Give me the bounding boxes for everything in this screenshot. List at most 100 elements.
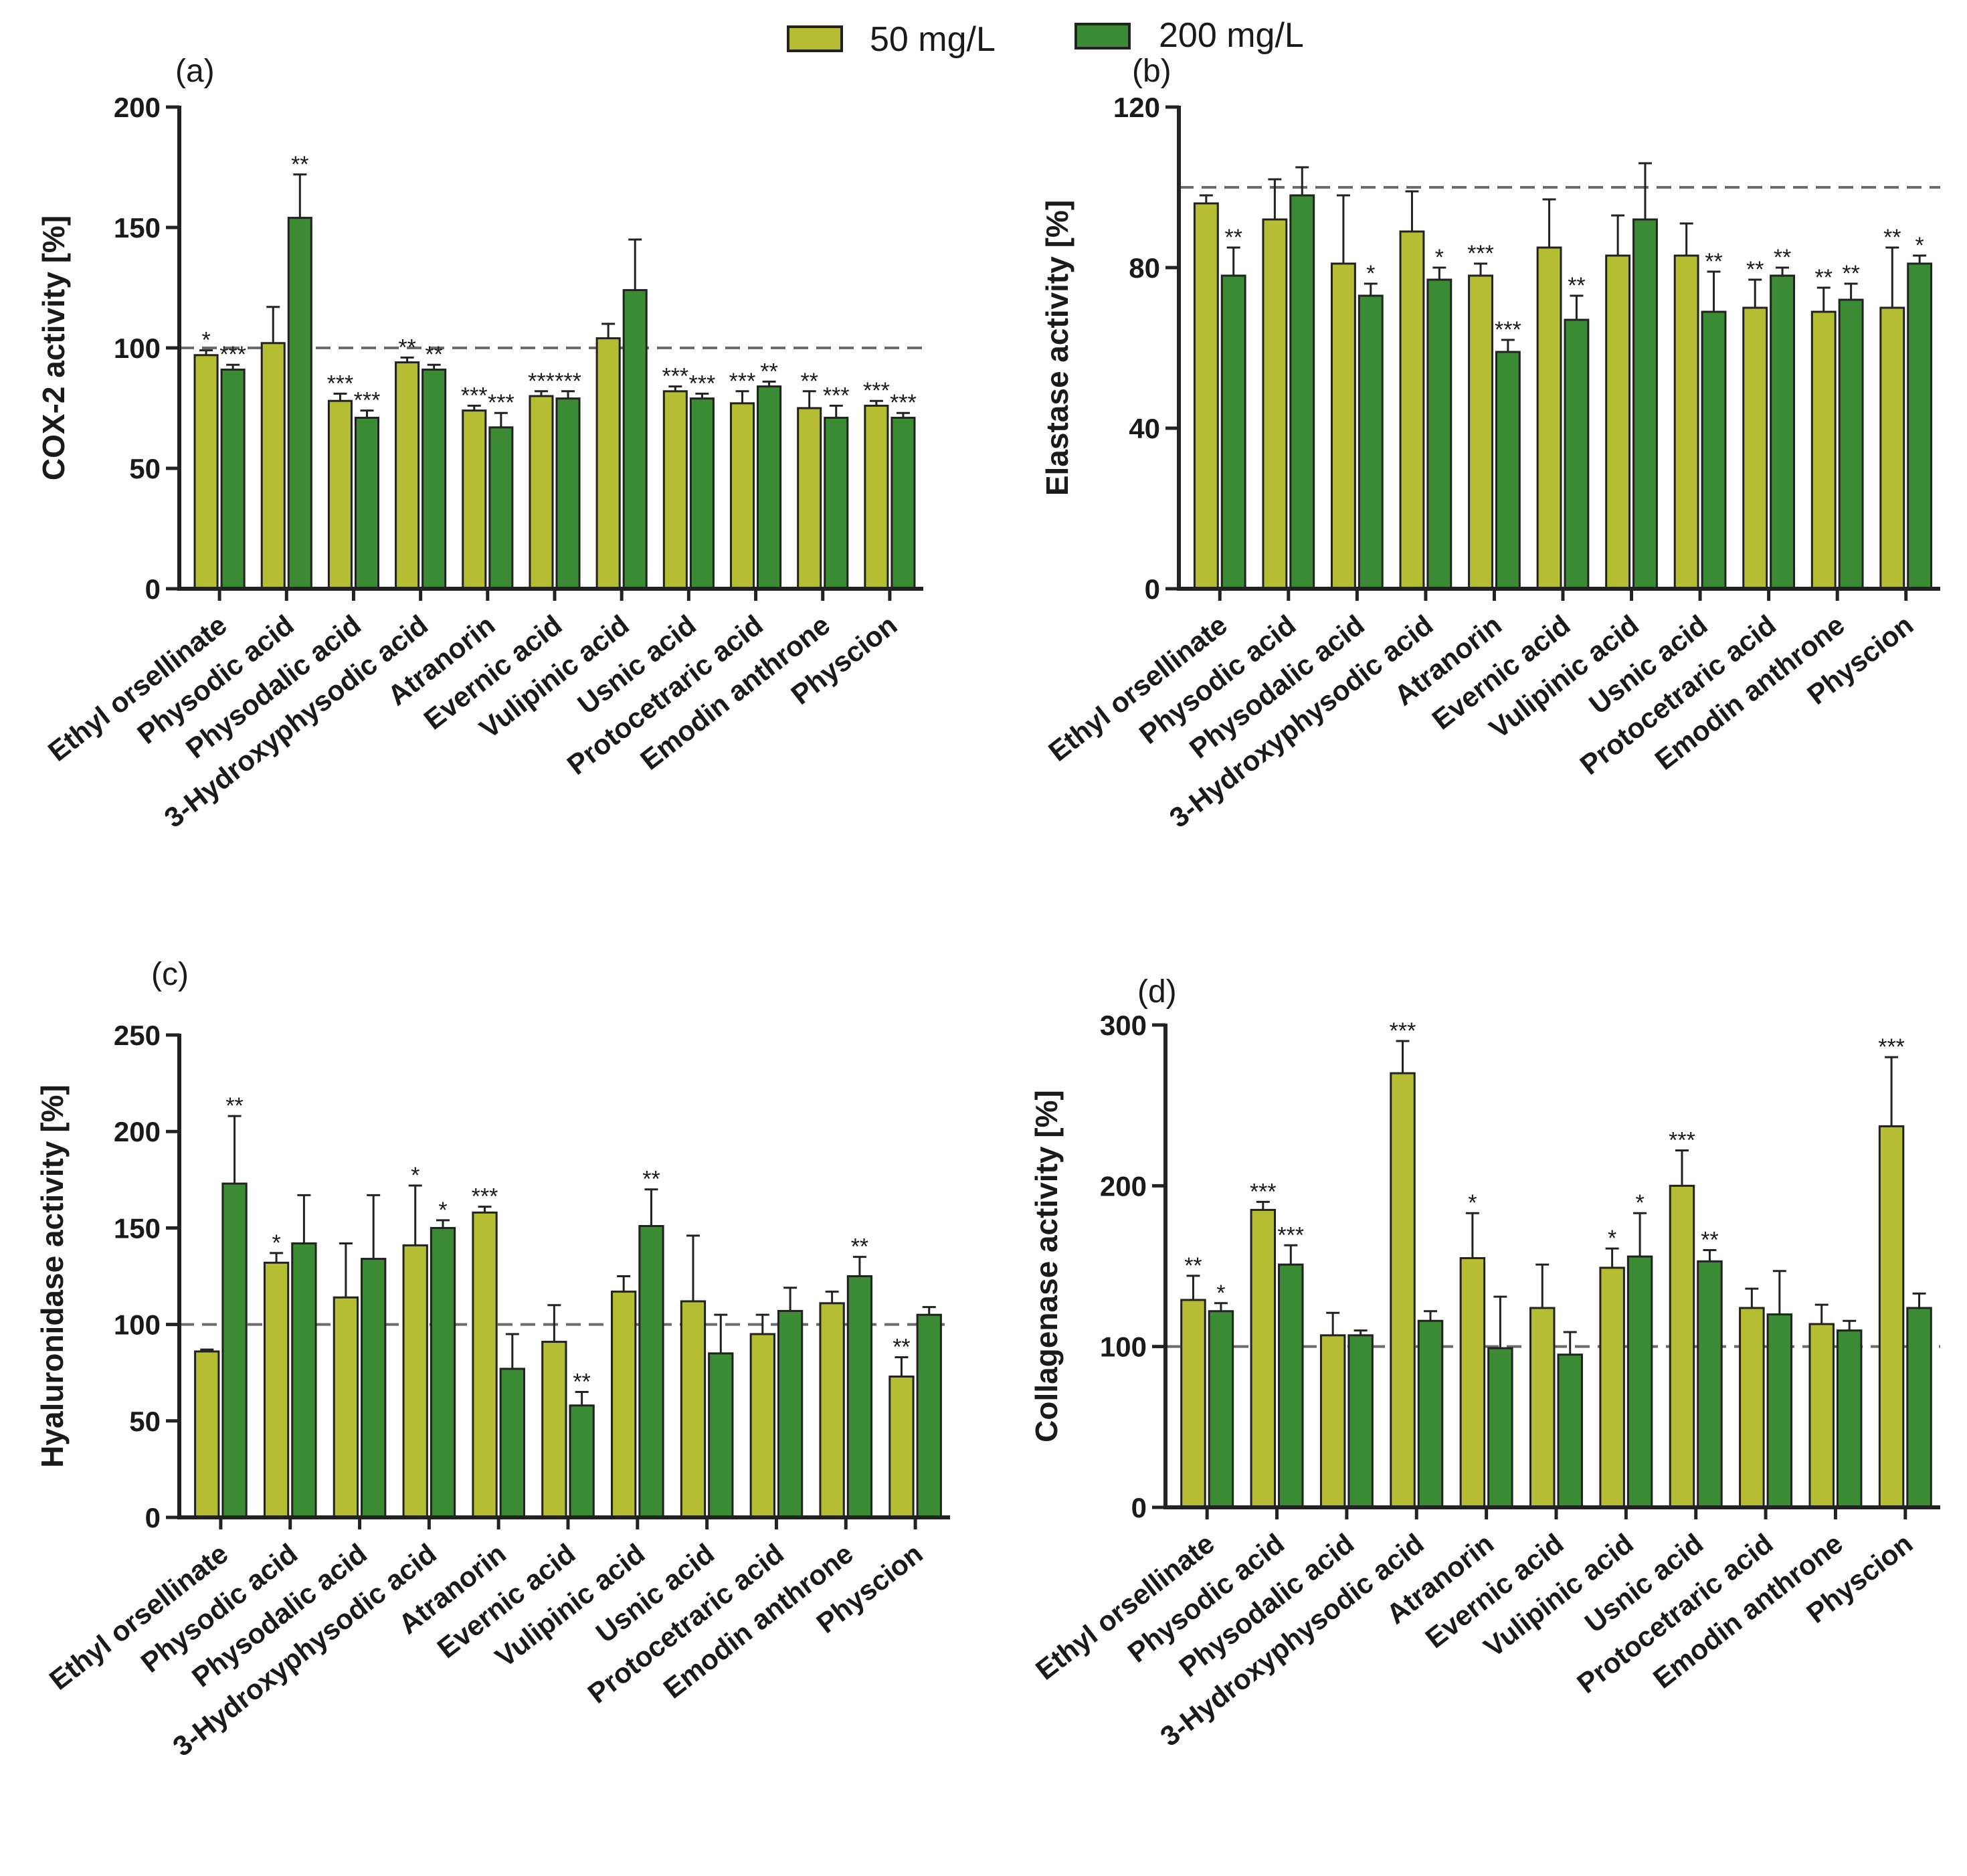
significance-label: **	[893, 1335, 910, 1360]
significance-label: **	[1705, 249, 1722, 274]
bar	[194, 1350, 220, 1519]
significance-label: ***	[1250, 1179, 1277, 1204]
significance-label: **	[398, 335, 415, 360]
y-axis-label: Elastase activity [%]	[1040, 200, 1074, 496]
significance-label: ***	[1390, 1018, 1416, 1044]
bar	[1669, 1184, 1695, 1509]
bar	[1495, 351, 1521, 590]
significance-label: ***	[219, 342, 246, 367]
bar	[846, 1275, 873, 1519]
bar	[916, 1313, 942, 1519]
y-axis-label: Collagenase activity [%]	[1029, 1090, 1064, 1442]
significance-label: *	[1435, 245, 1444, 270]
panel-label: (d)	[1137, 974, 1177, 1010]
bar	[569, 1404, 595, 1519]
bar	[819, 1302, 845, 1519]
bar	[462, 409, 487, 590]
significance-label: **	[1883, 225, 1901, 250]
y-tick-label: 150	[114, 212, 161, 244]
y-tick-label: 0	[1131, 1492, 1147, 1523]
bar	[354, 416, 380, 590]
bar	[1417, 1319, 1444, 1509]
significance-label: ***	[823, 383, 850, 408]
panel-d: (d)Collagenase activity [%] ***Ethyl orse…	[1029, 974, 1940, 1752]
bar	[595, 337, 621, 590]
significance-label: ***	[890, 390, 917, 415]
significance-label: **	[425, 342, 442, 367]
bar	[1193, 202, 1219, 590]
bar	[402, 1244, 428, 1519]
bar	[1289, 194, 1315, 590]
bar	[421, 368, 447, 590]
bar	[1459, 1256, 1486, 1509]
legend-label-200: 200 mg/L	[1159, 16, 1304, 55]
y-tick-label: 200	[114, 1116, 161, 1147]
bar	[1357, 294, 1384, 590]
bar	[864, 404, 889, 590]
bar	[1529, 1307, 1556, 1509]
bar	[220, 368, 246, 590]
y-tick-label: 80	[1129, 252, 1160, 284]
significance-label: *	[1468, 1190, 1477, 1216]
bar	[777, 1309, 804, 1519]
bar	[1390, 1072, 1416, 1509]
y-tick-label: 120	[1113, 92, 1160, 123]
bar	[888, 1375, 915, 1519]
y-tick-label: 0	[145, 1502, 161, 1533]
significance-label: **	[800, 369, 818, 394]
y-tick-label: 250	[114, 1020, 161, 1051]
bar	[1742, 306, 1768, 590]
panel-b: (b)Elastase activity [%] **Ethyl orsellin…	[1040, 54, 1940, 834]
significance-label: ***	[327, 371, 354, 396]
bar	[749, 1333, 775, 1519]
bar	[1536, 246, 1562, 590]
significance-label: **	[642, 1167, 660, 1192]
y-tick-label: 200	[1100, 1170, 1147, 1202]
bar	[689, 397, 715, 590]
bar	[1770, 274, 1796, 590]
bar	[1673, 254, 1699, 590]
bar	[1701, 310, 1727, 590]
bar	[1878, 1125, 1905, 1509]
bar	[529, 395, 554, 590]
significance-label: *	[1366, 261, 1375, 286]
y-tick-label: 50	[129, 453, 161, 484]
y-tick-label: 150	[114, 1212, 161, 1244]
panel-label: (a)	[175, 54, 215, 89]
significance-label: ***	[729, 369, 756, 394]
significance-label: ***	[1467, 241, 1494, 266]
y-tick-label: 40	[1129, 413, 1160, 444]
significance-label: **	[1224, 225, 1242, 250]
bar	[1810, 310, 1837, 590]
significance-label: ***	[689, 371, 716, 396]
significance-label: **	[1746, 257, 1764, 282]
bar	[291, 1242, 317, 1519]
bar	[1697, 1260, 1723, 1509]
bar	[638, 1225, 664, 1519]
significance-label: *	[1216, 1281, 1225, 1306]
bar	[1426, 278, 1453, 590]
bar	[263, 1261, 290, 1519]
bar	[1487, 1347, 1513, 1509]
significance-label: ***	[528, 369, 555, 394]
significance-label: *	[201, 328, 210, 353]
significance-label: ***	[1669, 1127, 1695, 1153]
significance-label: ***	[1495, 317, 1521, 343]
bar	[729, 402, 755, 590]
significance-label: *	[1635, 1190, 1644, 1216]
bar	[287, 217, 312, 590]
bar	[891, 416, 916, 590]
bar	[797, 407, 822, 590]
bar	[193, 354, 219, 590]
panel-a: (a)COX-2 activity [%] ****Ethyl orsellina…	[36, 54, 923, 834]
significance-label: *	[1915, 233, 1924, 258]
bar	[708, 1352, 734, 1519]
y-axis-label: Hyaluronidase activity [%]	[35, 1085, 70, 1468]
bar	[541, 1341, 567, 1519]
bar	[1907, 262, 1933, 590]
bar	[1564, 318, 1590, 590]
bar	[611, 1291, 637, 1519]
legend-swatch-200	[1074, 23, 1131, 50]
bar	[1599, 1267, 1625, 1509]
